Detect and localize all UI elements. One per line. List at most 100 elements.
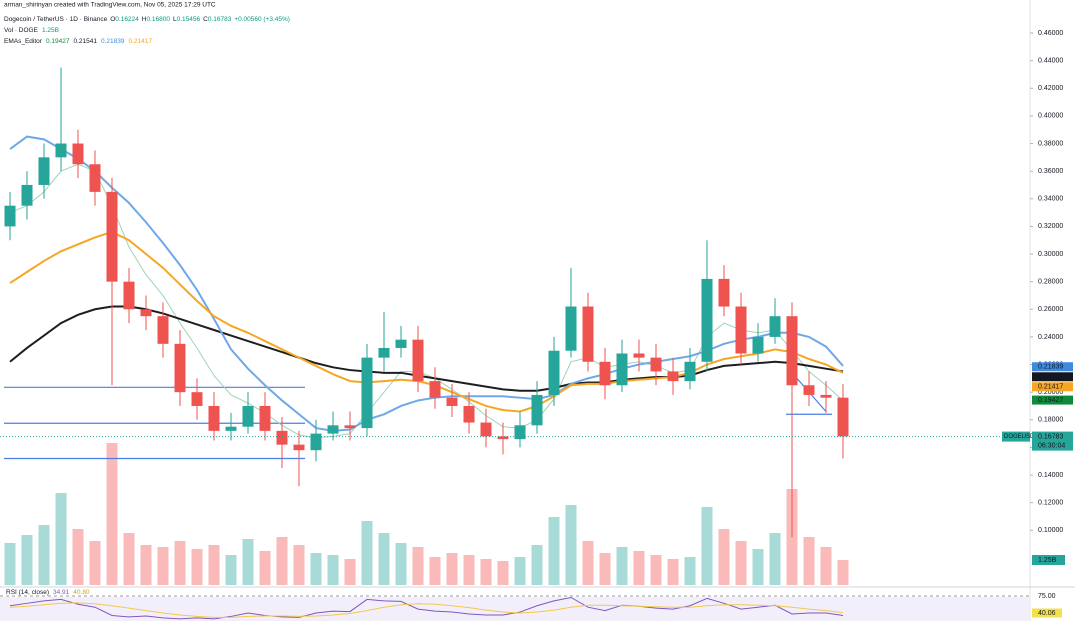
- symbol-label: DOGEUSDT: [1004, 434, 1038, 440]
- volume-bar: [769, 533, 781, 585]
- candle-body: [395, 339, 407, 348]
- candle-body: [344, 425, 356, 429]
- volume-title: Vol · DOGE: [4, 27, 39, 34]
- ohlc-value: 0.16224: [115, 16, 139, 23]
- candle-body: [72, 143, 84, 165]
- candle-body: [310, 433, 322, 451]
- candle-body: [633, 353, 645, 358]
- volume-legend: Vol · DOGE 1.25B: [4, 27, 59, 34]
- volume-bar: [429, 557, 441, 585]
- volume-bar: [650, 555, 662, 585]
- volume-bar: [582, 541, 594, 585]
- volume-bar: [361, 521, 373, 585]
- candle-body: [514, 425, 526, 440]
- volume-bar: [803, 537, 815, 585]
- candle-body: [259, 405, 271, 431]
- volume-bar: [259, 551, 271, 585]
- volume-bar: [446, 553, 458, 585]
- candle-body: [531, 394, 543, 426]
- y-tick-label: 0.36000: [1038, 168, 1063, 175]
- y-tick-label: 0.26000: [1038, 306, 1063, 313]
- volume-bar: [89, 541, 101, 585]
- candle-body: [684, 361, 696, 382]
- y-tick-label: 0.24000: [1038, 334, 1063, 341]
- rsi-value: 34.91: [53, 589, 70, 596]
- volume-value: 1.25B: [42, 27, 59, 34]
- candle-body: [837, 397, 849, 437]
- rsi-ma-line: [9, 602, 844, 618]
- candle-body: [38, 157, 50, 185]
- volume-bar: [4, 543, 16, 585]
- rsi-title: RSI (14, close): [6, 589, 49, 596]
- volume-bar: [191, 549, 203, 585]
- ema-axis-label: 0.21839: [1038, 364, 1063, 371]
- symbol-box: [1002, 431, 1030, 442]
- candle-body: [55, 143, 67, 158]
- candle-body: [752, 336, 764, 354]
- volume-axis-box: [1032, 555, 1065, 565]
- ema-axis-label: 0.19427: [1038, 397, 1063, 404]
- candle-body: [786, 316, 798, 386]
- volume-bar: [633, 551, 645, 585]
- ema-axis-box: [1032, 395, 1073, 405]
- volume-bar: [72, 529, 84, 585]
- volume-bar: [548, 517, 560, 585]
- y-tick-label: 0.42000: [1038, 85, 1063, 92]
- price-box: [1032, 431, 1073, 451]
- symbol-name: Dogecoin / TetherUS · 1D · Binance: [4, 16, 108, 23]
- ema-axis-box: [1032, 372, 1073, 382]
- candle-body: [701, 278, 713, 362]
- candle-body: [463, 405, 475, 423]
- volume-axis-label: 1.25B: [1038, 557, 1057, 564]
- candle-body: [616, 353, 628, 386]
- ema-axis-box: [1032, 362, 1073, 372]
- symbol-line: Dogecoin / TetherUS · 1D · Binance O0.162…: [4, 16, 290, 23]
- candle-body: [191, 392, 203, 406]
- rsi-band: [0, 597, 1030, 621]
- ohlc-value: 0.16783: [208, 16, 232, 23]
- candle-body: [497, 436, 509, 440]
- candle-body: [208, 405, 220, 431]
- rsi-line: [9, 596, 844, 620]
- volume-bar: [378, 533, 390, 585]
- y-tick-label: 0.44000: [1038, 57, 1063, 64]
- volume-bar: [242, 539, 254, 585]
- y-tick-label: 0.40000: [1038, 113, 1063, 120]
- candle-body: [599, 361, 611, 386]
- y-tick-label: 0.18000: [1038, 417, 1063, 424]
- candle-body: [276, 430, 288, 445]
- candle-body: [582, 306, 594, 362]
- rsi-tick-label: 75.00: [1038, 593, 1056, 600]
- y-tick-label: 0.30000: [1038, 251, 1063, 258]
- ema-value: 0.19427: [46, 38, 70, 45]
- volume-bar: [599, 553, 611, 585]
- volume-bar: [327, 555, 339, 585]
- ema-value: 0.21417: [128, 38, 152, 45]
- candle-body: [21, 184, 33, 206]
- volume-bar: [310, 553, 322, 585]
- volume-bar: [395, 543, 407, 585]
- candle-body: [565, 306, 577, 351]
- volume-bar: [684, 557, 696, 585]
- volume-bar: [157, 547, 169, 585]
- volume-bar: [293, 545, 305, 585]
- volume-bar: [718, 529, 730, 585]
- volume-bar: [752, 549, 764, 585]
- volume-bar: [820, 547, 832, 585]
- volume-bar: [344, 559, 356, 585]
- candle-body: [480, 422, 492, 437]
- volume-bar: [225, 555, 237, 585]
- candle-body: [4, 205, 16, 227]
- volume-bar: [565, 505, 577, 585]
- y-tick-label: 0.12000: [1038, 500, 1063, 507]
- candle-body: [293, 444, 305, 451]
- y-tick-label: 0.46000: [1038, 30, 1063, 37]
- candle-body: [174, 343, 186, 393]
- rsi-axis-box: [1032, 608, 1062, 618]
- volume-bar: [497, 561, 509, 585]
- volume-bar: [38, 525, 50, 585]
- candle-body: [106, 191, 118, 282]
- volume-bar: [667, 559, 679, 585]
- ema-legend: EMAs_Editor 0.19427 0.21541 0.21839 0.21417: [4, 38, 152, 45]
- ohlc-key: C: [203, 16, 208, 23]
